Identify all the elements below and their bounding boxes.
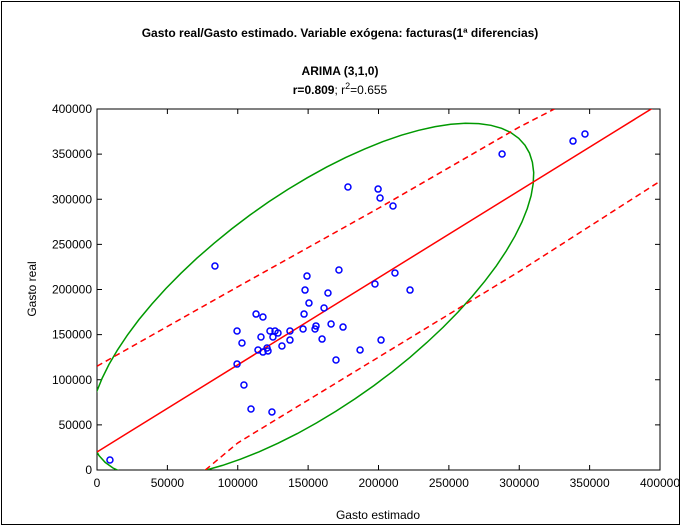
- x-tick-label: 50000: [151, 476, 185, 490]
- y-tick-label: 400000: [52, 102, 92, 116]
- data-point: [498, 150, 506, 158]
- data-point: [344, 183, 352, 191]
- data-point: [257, 333, 265, 341]
- data-point: [299, 325, 307, 333]
- y-tick-label: 150000: [52, 328, 92, 342]
- y-tick-label: 0: [85, 463, 92, 477]
- data-point: [406, 286, 414, 294]
- plot-frame: [96, 108, 661, 471]
- data-point: [274, 329, 282, 337]
- r-text: r=0.809: [293, 83, 335, 97]
- y-tick-label: 250000: [52, 237, 92, 251]
- x-tick-label: 250000: [429, 476, 469, 490]
- data-point: [233, 327, 241, 335]
- data-point: [259, 348, 267, 356]
- data-point: [581, 130, 589, 138]
- data-point: [233, 360, 241, 368]
- data-point: [335, 266, 343, 274]
- data-point: [318, 335, 326, 343]
- data-point: [240, 381, 248, 389]
- data-point: [106, 456, 114, 464]
- y-tick-label: 350000: [52, 147, 92, 161]
- chart-title: Gasto real/Gasto estimado. Variable exóg…: [142, 26, 539, 40]
- r2-sup: 2: [345, 81, 350, 91]
- data-point: [332, 356, 340, 364]
- data-point: [305, 299, 313, 307]
- data-point: [269, 333, 277, 341]
- prediction-band: [97, 109, 555, 367]
- y-tick-label: 50000: [59, 418, 93, 432]
- r2-value: =0.655: [350, 83, 387, 97]
- chart-subtitle: ARIMA (3,1,0): [302, 64, 379, 78]
- x-tick-label: 350000: [570, 476, 610, 490]
- x-tick-label: 400000: [640, 476, 680, 490]
- x-tick-label: 100000: [218, 476, 258, 490]
- data-point: [238, 339, 246, 347]
- x-tick-label: 300000: [499, 476, 539, 490]
- data-point: [374, 185, 382, 193]
- data-point: [300, 310, 308, 318]
- plot-area: [97, 109, 660, 470]
- y-axis-label: Gasto real: [25, 261, 39, 316]
- data-point: [259, 313, 267, 321]
- data-point: [377, 336, 385, 344]
- y-tick-label: 300000: [52, 192, 92, 206]
- data-point: [301, 286, 309, 294]
- data-point: [389, 202, 397, 210]
- data-point: [266, 327, 274, 335]
- data-point: [303, 272, 311, 280]
- x-tick-label: 200000: [358, 476, 398, 490]
- data-point: [569, 137, 577, 145]
- y-tick-label: 100000: [52, 373, 92, 387]
- confidence-ellipse: [97, 122, 535, 470]
- y-tick-label: 200000: [52, 283, 92, 297]
- data-point: [324, 289, 332, 297]
- data-point: [268, 408, 276, 416]
- data-point: [211, 262, 219, 270]
- data-point: [264, 347, 272, 355]
- data-point: [327, 320, 335, 328]
- data-point: [252, 310, 260, 318]
- stats-line: r=0.809; r2=0.655: [293, 81, 388, 97]
- data-point: [247, 405, 255, 413]
- data-point: [286, 327, 294, 335]
- data-point: [356, 346, 364, 354]
- data-point: [312, 322, 320, 330]
- data-point: [278, 342, 286, 350]
- data-point: [371, 280, 379, 288]
- r2-prefix: ; r: [334, 83, 345, 97]
- data-point: [286, 336, 294, 344]
- data-point: [339, 323, 347, 331]
- data-point: [320, 304, 328, 312]
- regression-line: [97, 109, 653, 453]
- data-point: [376, 194, 384, 202]
- x-axis-label: Gasto estimado: [336, 508, 420, 522]
- x-tick-label: 150000: [288, 476, 328, 490]
- data-point: [391, 269, 399, 277]
- x-tick-label: 0: [94, 476, 101, 490]
